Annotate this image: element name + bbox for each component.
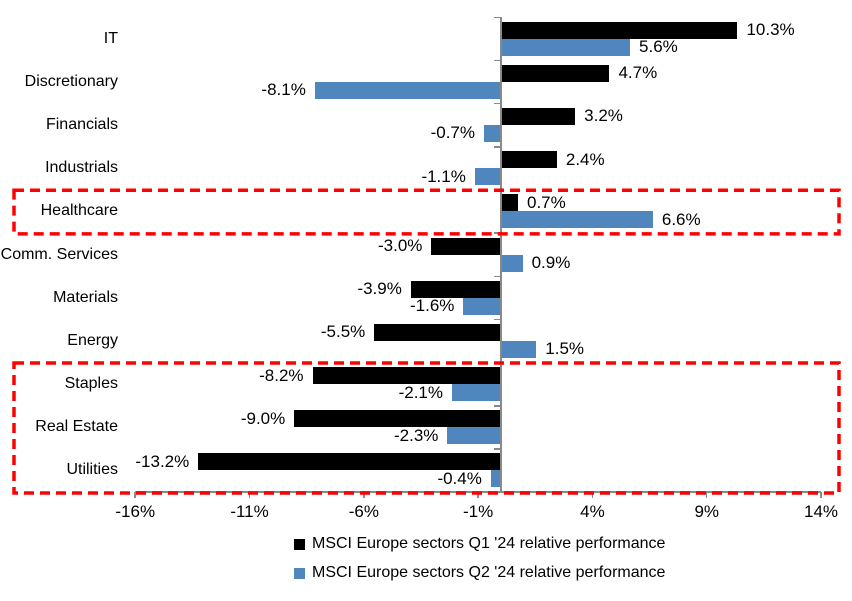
bar-q2-comm-services bbox=[502, 254, 523, 272]
data-label-q1-healthcare: 0.7% bbox=[527, 192, 566, 212]
category-label-comm-services: Comm. Services bbox=[0, 245, 118, 263]
data-label-q1-financials: 3.2% bbox=[584, 106, 623, 126]
y-axis-tick bbox=[494, 16, 501, 18]
x-axis-tick-label: -1% bbox=[463, 502, 494, 521]
data-label-q1-real-estate: -9.0% bbox=[240, 408, 286, 428]
data-label-q1-discretionary: 4.7% bbox=[618, 63, 658, 83]
x-axis-tick bbox=[134, 492, 136, 498]
bar-q1-materials bbox=[410, 280, 500, 298]
y-axis-tick bbox=[494, 232, 501, 234]
bar-q2-healthcare bbox=[502, 211, 653, 229]
data-label-q2-energy: 1.5% bbox=[545, 339, 585, 359]
category-label-energy: Energy bbox=[67, 331, 118, 349]
data-label-q1-it: 10.3% bbox=[746, 20, 795, 40]
x-axis-tick-label: 4% bbox=[580, 502, 605, 521]
data-label-q2-industrials: -1.1% bbox=[421, 166, 466, 186]
data-label-q2-it: 5.6% bbox=[639, 37, 678, 57]
bar-q1-staples bbox=[312, 367, 500, 385]
y-axis-tick bbox=[494, 448, 501, 450]
category-label-staples: Staples bbox=[64, 375, 118, 393]
bar-q1-comm-services bbox=[431, 237, 500, 255]
bar-q1-energy bbox=[374, 323, 500, 341]
category-label-financials: Financials bbox=[45, 115, 118, 133]
data-label-q2-utilities: -0.4% bbox=[437, 468, 482, 488]
y-axis-tick bbox=[494, 405, 501, 407]
bar-q1-it bbox=[502, 21, 738, 39]
x-axis-tick-label: 9% bbox=[694, 502, 720, 521]
bar-q2-it bbox=[502, 38, 631, 56]
bar-q1-healthcare bbox=[502, 194, 518, 212]
data-label-q2-materials: -1.6% bbox=[410, 296, 455, 316]
category-label-discretionary: Discretionary bbox=[24, 72, 118, 90]
legend-label-q2: MSCI Europe sectors Q2 '24 relative perf… bbox=[312, 564, 666, 581]
x-axis-tick bbox=[820, 492, 822, 498]
data-label-q2-healthcare: 6.6% bbox=[661, 209, 701, 229]
bar-q1-financials bbox=[502, 107, 576, 125]
x-axis-tick-label: -11% bbox=[230, 502, 269, 521]
y-axis-tick bbox=[494, 102, 501, 105]
category-label-real-estate: Real Estate bbox=[35, 418, 118, 436]
bar-q2-materials bbox=[463, 297, 500, 315]
category-label-it: IT bbox=[103, 29, 118, 47]
data-label-q1-industrials: 2.4% bbox=[565, 149, 605, 169]
x-axis-tick-label: -16% bbox=[115, 502, 156, 521]
legend-item-q2: MSCI Europe sectors Q2 '24 relative perf… bbox=[294, 562, 665, 584]
y-axis-tick bbox=[494, 59, 501, 62]
bar-q1-real-estate bbox=[294, 410, 500, 428]
x-axis-tick bbox=[363, 492, 365, 498]
x-axis-tick-label: -6% bbox=[348, 502, 379, 521]
x-axis-tick bbox=[705, 492, 708, 498]
highlight-box-healthcare bbox=[12, 188, 841, 236]
x-axis-tick-label: 14% bbox=[804, 502, 839, 521]
category-label-materials: Materials bbox=[53, 288, 118, 306]
category-label-healthcare: Healthcare bbox=[40, 202, 118, 220]
y-axis-tick bbox=[494, 146, 501, 148]
bar-q1-utilities bbox=[198, 453, 500, 471]
bar-q1-industrials bbox=[502, 151, 557, 169]
data-label-q1-comm-services: -3.0% bbox=[378, 236, 423, 255]
y-axis-tick bbox=[494, 361, 501, 364]
legend-label-q1: MSCI Europe sectors Q1 '24 relative perf… bbox=[312, 535, 666, 552]
legend-swatch-q1-icon bbox=[294, 538, 305, 550]
x-axis-tick bbox=[248, 492, 251, 498]
bar-q2-utilities bbox=[490, 470, 500, 488]
y-axis-tick bbox=[494, 189, 501, 191]
data-label-q1-staples: -8.2% bbox=[259, 365, 304, 385]
bar-q2-real-estate bbox=[447, 427, 500, 445]
category-label-industrials: Industrials bbox=[45, 159, 118, 177]
data-label-q2-real-estate: -2.3% bbox=[394, 425, 439, 445]
bar-q1-discretionary bbox=[502, 64, 610, 82]
data-label-q2-staples: -2.1% bbox=[398, 382, 443, 402]
bar-q2-industrials bbox=[474, 168, 500, 186]
y-axis-tick bbox=[494, 318, 501, 321]
y-axis-tick bbox=[494, 275, 501, 278]
x-axis-tick bbox=[591, 492, 594, 498]
data-label-q2-discretionary: -8.1% bbox=[261, 80, 306, 100]
bar-q2-financials bbox=[483, 124, 500, 142]
category-label-utilities: Utilities bbox=[66, 461, 118, 479]
data-label-q1-utilities: -13.2% bbox=[135, 451, 190, 471]
legend: MSCI Europe sectors Q1 '24 relative perf… bbox=[294, 533, 665, 591]
bar-q2-energy bbox=[502, 340, 537, 358]
legend-swatch-q2-icon bbox=[294, 567, 305, 579]
data-label-q2-financials: -0.7% bbox=[430, 123, 475, 143]
bar-q2-discretionary bbox=[314, 81, 500, 99]
data-label-q2-comm-services: 0.9% bbox=[531, 253, 571, 272]
data-label-q1-energy: -5.5% bbox=[320, 322, 366, 342]
x-axis-tick bbox=[477, 492, 479, 498]
y-axis-line bbox=[500, 17, 502, 492]
legend-item-q1: MSCI Europe sectors Q1 '24 relative perf… bbox=[294, 533, 665, 555]
bar-q2-staples bbox=[451, 384, 500, 402]
data-label-q1-materials: -3.9% bbox=[357, 279, 402, 299]
